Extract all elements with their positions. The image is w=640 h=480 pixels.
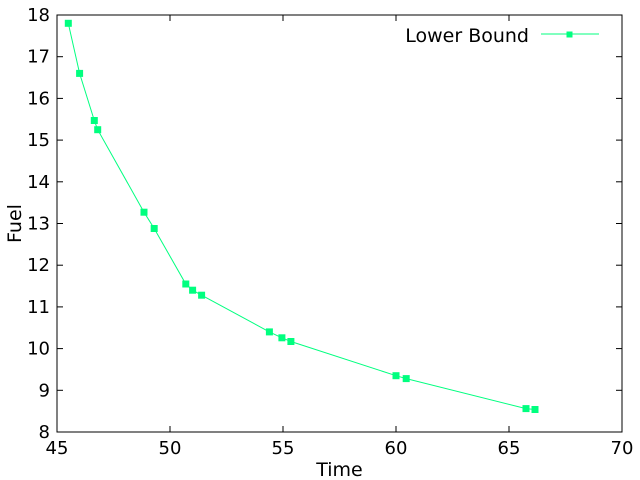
x-tick-label: 70 [611,438,634,459]
data-point [90,117,98,124]
x-tick-label: 65 [498,438,521,459]
y-tick-label: 17 [27,47,50,68]
ticks: 45 50 55 60 65 70 8 9 10 11 12 13 14 15 16 17 18 [27,5,633,459]
x-tick-label: 45 [46,438,69,459]
legend-marker [566,31,573,38]
data-point [531,406,539,413]
y-tick-label: 10 [27,339,50,360]
y-tick-label: 16 [27,88,50,109]
y-tick-label: 15 [27,130,50,151]
data-point [64,19,72,27]
y-tick-label: 9 [39,380,50,401]
x-tick-label: 50 [159,438,182,459]
legend-label: Lower Bound [405,25,529,47]
data-point [265,328,273,336]
data-point [140,208,148,216]
x-axis-label: Time [315,459,363,480]
y-axis-label: Fuel [4,204,26,243]
x-tick-label: 55 [272,438,295,459]
data-point [392,372,400,380]
data-point [182,280,190,288]
data-point [94,126,102,134]
data-point [287,338,295,345]
y-tick-label: 11 [27,297,50,318]
plot-area [56,14,623,433]
data-point [76,69,84,77]
data-point [402,375,410,383]
legend: Lower Bound [405,25,599,47]
y-tick-label: 18 [27,5,50,26]
data-point [150,225,158,232]
y-tick-label: 8 [39,422,50,443]
y-tick-label: 14 [27,172,50,193]
series-line [67,23,536,410]
data-point [198,291,206,299]
y-tick-label: 12 [27,255,50,276]
data-point [189,286,197,294]
data-point [278,334,286,342]
y-tick-label: 13 [27,214,50,235]
x-tick-label: 60 [385,438,408,459]
data-point [522,405,530,413]
series-layer [64,19,539,413]
